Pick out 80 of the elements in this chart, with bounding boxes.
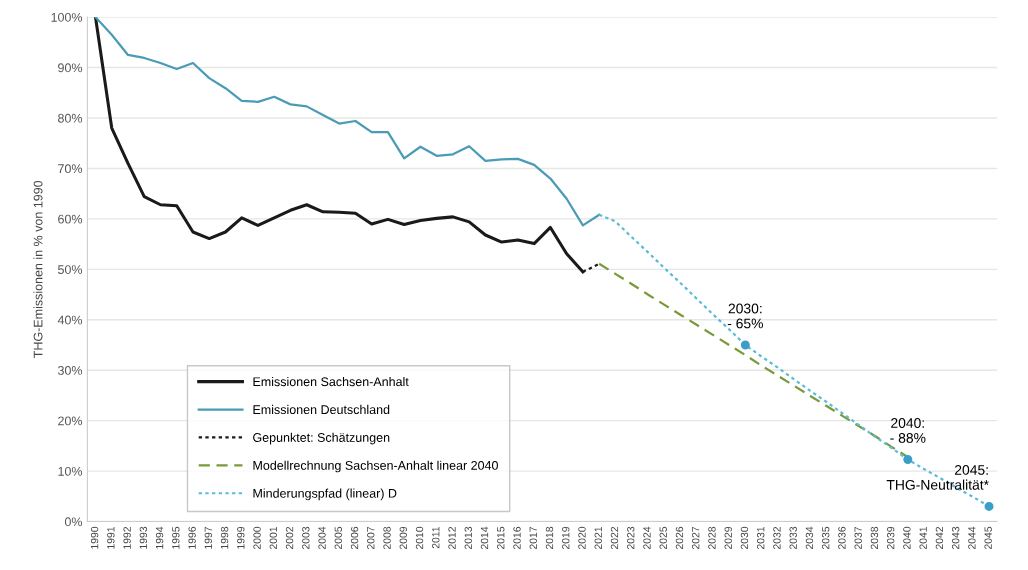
x-tick-label: 2029 <box>724 526 732 550</box>
x-tick-label: 2019 <box>562 526 570 550</box>
x-tick-label: 2036 <box>838 526 846 550</box>
y-tick-label: 10% <box>58 466 83 476</box>
y-tick-label: 20% <box>58 416 83 426</box>
x-tick-label: 2023 <box>627 526 635 550</box>
x-tick-label: 2007 <box>367 526 375 550</box>
x-tick-label: 2025 <box>659 526 667 550</box>
x-tick-label: 2010 <box>415 526 424 550</box>
x-tick-label: 2012 <box>448 526 456 550</box>
x-tick-label: 1998 <box>220 526 229 549</box>
x-tick-label: 1991 <box>107 526 115 549</box>
legend-label: Minderungspfad (linear) D <box>253 488 397 501</box>
x-tick-label: 2034 <box>805 526 814 550</box>
x-tick-label: 2035 <box>822 526 830 550</box>
x-tick-label: 2003 <box>302 526 310 550</box>
y-tick-label: 50% <box>58 265 83 274</box>
x-tick-label: 2001 <box>269 526 278 550</box>
y-tick-label: 80% <box>58 113 83 123</box>
legend-label: Emissionen Sachsen-Anhalt <box>253 376 409 387</box>
x-tick-label: 1996 <box>188 526 196 549</box>
y-axis-title: THG-Emissionen in % von 1990 <box>33 180 43 358</box>
x-tick-label: 1990 <box>90 526 99 549</box>
x-tick-label: 2041 <box>919 526 927 550</box>
y-tick-label: 60% <box>58 214 83 224</box>
x-tick-label: 2021 <box>594 526 602 550</box>
x-tick-label: 2004 <box>318 526 326 550</box>
x-tick-label: 2043 <box>951 526 960 550</box>
x-tick-label: 1992 <box>123 526 131 549</box>
y-tick-label: 30% <box>57 366 83 375</box>
x-tick-label: 2014 <box>480 526 489 550</box>
x-tick-label: 2002 <box>285 526 294 550</box>
x-tick-label: 2038 <box>870 526 879 550</box>
x-tick-label: 2044 <box>968 526 976 550</box>
x-tick-label: 2042 <box>935 526 944 550</box>
x-tick-label: 1995 <box>172 526 180 549</box>
x-tick-label: 2037 <box>854 526 862 550</box>
legend-label: Modellrechnung Sachsen-Anhalt linear 2040 <box>253 460 498 473</box>
x-tick-label: 2026 <box>675 526 684 550</box>
y-tick-label: 70% <box>58 164 83 174</box>
x-tick-label: 2030 <box>740 526 749 550</box>
x-tick-label: 2022 <box>610 526 619 550</box>
x-tick-label: 1997 <box>204 526 213 549</box>
x-tick-label: 2008 <box>383 526 391 550</box>
point <box>740 340 750 350</box>
x-tick-label: 2031 <box>757 526 765 550</box>
x-tick-label: 1999 <box>237 526 245 549</box>
y-tick-label: 0% <box>64 517 83 527</box>
x-tick-label: 2040 <box>903 526 911 550</box>
annotation: 2045: THG-Neutralität* <box>886 464 989 490</box>
x-tick-label: 2024 <box>643 526 651 550</box>
x-tick-label: 2032 <box>773 526 781 550</box>
annotation: 2040: - 88% <box>890 418 926 443</box>
x-tick-label: 2013 <box>464 526 472 550</box>
x-tick-label: 2009 <box>399 526 407 550</box>
y-tick-label: 40% <box>57 315 83 325</box>
point <box>984 501 994 511</box>
x-tick-label: 2000 <box>253 526 261 550</box>
x-tick-label: 2039 <box>886 526 895 550</box>
line-series <box>94 17 601 227</box>
x-tick-label: 2018 <box>545 526 554 550</box>
x-tick-label: 2033 <box>789 526 797 550</box>
x-tick-label: 2045 <box>984 526 992 550</box>
x-tick-label: 2028 <box>708 526 716 550</box>
legend-label: Emissionen Deutschland <box>253 404 390 415</box>
x-tick-label: 2017 <box>529 526 537 550</box>
x-tick-label: 2005 <box>334 526 342 550</box>
annotation: 2030: - 65% <box>727 303 763 329</box>
legend-label: Gepunktet: Schätzungen <box>253 432 390 445</box>
x-tick-label: 2006 <box>350 526 359 550</box>
x-tick-label: 1994 <box>155 526 164 549</box>
x-tick-label: 2027 <box>692 526 700 550</box>
x-tick-label: 1993 <box>139 526 148 549</box>
y-tick-label: 90% <box>58 63 83 73</box>
y-tick-label: 100% <box>51 12 83 22</box>
x-tick-label: 2011 <box>432 526 440 549</box>
x-tick-label: 2015 <box>497 526 505 550</box>
x-tick-label: 2016 <box>513 526 521 550</box>
x-tick-label: 2020 <box>578 526 586 550</box>
point <box>903 455 913 465</box>
